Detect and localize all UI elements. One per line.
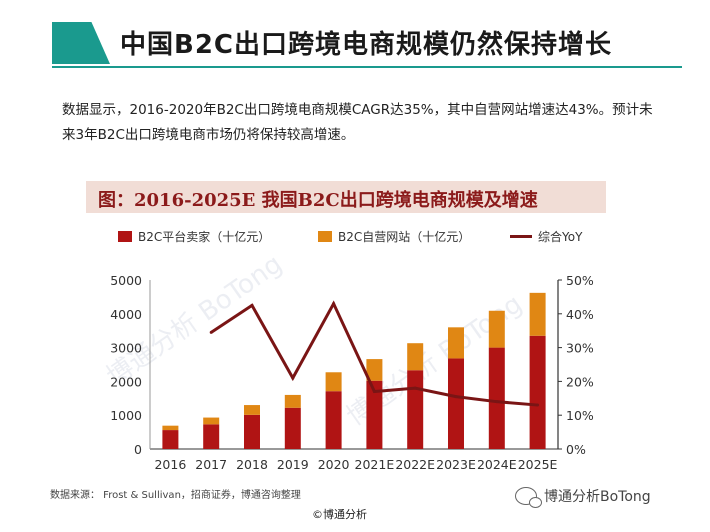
- chart-title-banner: [86, 181, 606, 213]
- y-left-tick-label: 5000: [110, 273, 142, 288]
- y-left-tick-label: 2000: [110, 374, 142, 389]
- yoy-point: [495, 400, 499, 404]
- x-tick-label: 2021E: [355, 457, 395, 472]
- copyright-note: ©博通分析: [312, 508, 367, 521]
- yoy-point: [454, 395, 458, 399]
- title-underline: [52, 66, 682, 68]
- y-left-tick-label: 3000: [110, 341, 142, 356]
- bar-self-site: [407, 343, 424, 371]
- x-tick-label: 2017: [195, 457, 227, 472]
- bar-platform-seller: [325, 391, 342, 449]
- bar-self-site: [488, 310, 505, 348]
- wechat-icon: [515, 487, 542, 508]
- chart-legend: B2C平台卖家（十亿元） B2C自营网站（十亿元） 综合YoY: [0, 228, 710, 248]
- data-source-note: 数据来源： Frost & Sullivan，招商证券，博通咨询整理: [50, 490, 301, 501]
- wechat-label: 博通分析BoTong: [544, 489, 651, 505]
- legend-swatch-platform: [118, 231, 132, 242]
- x-tick-label: 2022E: [395, 457, 435, 472]
- bar-platform-seller: [244, 414, 260, 449]
- yoy-point: [291, 376, 295, 380]
- bar-self-site: [203, 417, 220, 425]
- y-right-tick-label: 40%: [566, 307, 594, 322]
- yoy-point: [250, 303, 254, 307]
- y-right-tick-label: 20%: [566, 374, 594, 389]
- bar-self-site: [448, 327, 464, 359]
- intro-paragraph: 数据显示，2016-2020年B2C出口跨境电商规模CAGR达35%，其中自营网…: [62, 98, 662, 148]
- bar-platform-seller: [203, 424, 220, 449]
- y-right-tick-label: 0%: [566, 442, 586, 457]
- bar-platform-seller: [448, 358, 464, 449]
- bar-platform-seller: [366, 380, 383, 449]
- bar-platform-seller: [407, 370, 424, 449]
- x-tick-label: 2023E: [436, 457, 476, 472]
- legend-line-yoy: [510, 235, 532, 238]
- bar-platform-seller: [488, 347, 505, 449]
- bar-self-site: [325, 372, 342, 392]
- y-right-tick-label: 30%: [566, 341, 594, 356]
- bar-self-site: [366, 359, 383, 381]
- yoy-point: [413, 386, 417, 390]
- bar-platform-seller: [284, 407, 301, 449]
- y-left-tick-label: 4000: [110, 307, 142, 322]
- bar-self-site: [529, 292, 546, 336]
- x-tick-label: 2020: [318, 457, 350, 472]
- intro-line-1: 数据显示，2016-2020年B2C出口跨境电商规模CAGR达35%，其中自营网…: [62, 102, 653, 118]
- x-tick-label: 2024E: [477, 457, 517, 472]
- legend-swatch-selfsite: [318, 231, 332, 242]
- yoy-point: [536, 403, 540, 407]
- yoy-point: [209, 330, 213, 334]
- x-tick-label: 2025E: [518, 457, 558, 472]
- legend-label-platform: B2C平台卖家（十亿元）: [138, 230, 271, 244]
- yoy-point: [372, 390, 376, 394]
- y-right-tick-label: 50%: [566, 273, 594, 288]
- x-tick-label: 2019: [277, 457, 309, 472]
- legend-item-selfsite: B2C自营网站（十亿元）: [318, 228, 470, 245]
- bar-platform-seller: [529, 335, 546, 449]
- header-bar: 中国B2C出口跨境电商规模仍然保持增长: [0, 0, 710, 78]
- page-title: 中国B2C出口跨境电商规模仍然保持增长: [120, 30, 612, 60]
- x-tick-label: 2016: [154, 457, 186, 472]
- y-right-tick-label: 10%: [566, 408, 594, 423]
- bar-self-site: [162, 425, 179, 431]
- intro-line-2: 来3年B2C出口跨境电商市场仍将保持较高增速。: [62, 127, 355, 143]
- bar-self-site: [244, 405, 260, 415]
- x-tick-label: 2018: [236, 457, 268, 472]
- wechat-badge: 博通分析BoTong: [515, 486, 651, 508]
- y-left-tick-label: 0: [134, 442, 142, 457]
- legend-item-platform: B2C平台卖家（十亿元）: [118, 228, 270, 245]
- legend-item-yoy: 综合YoY: [510, 228, 582, 245]
- bar-platform-seller: [162, 430, 179, 449]
- yoy-point: [332, 302, 336, 306]
- chart-title: 图：2016-2025E 我国B2C出口跨境电商规模及增速: [98, 190, 538, 211]
- legend-label-yoy: 综合YoY: [538, 230, 583, 244]
- y-left-tick-label: 1000: [110, 408, 142, 423]
- yoy-line: [210, 300, 538, 407]
- bar-self-site: [284, 394, 301, 408]
- legend-label-selfsite: B2C自营网站（十亿元）: [338, 230, 471, 244]
